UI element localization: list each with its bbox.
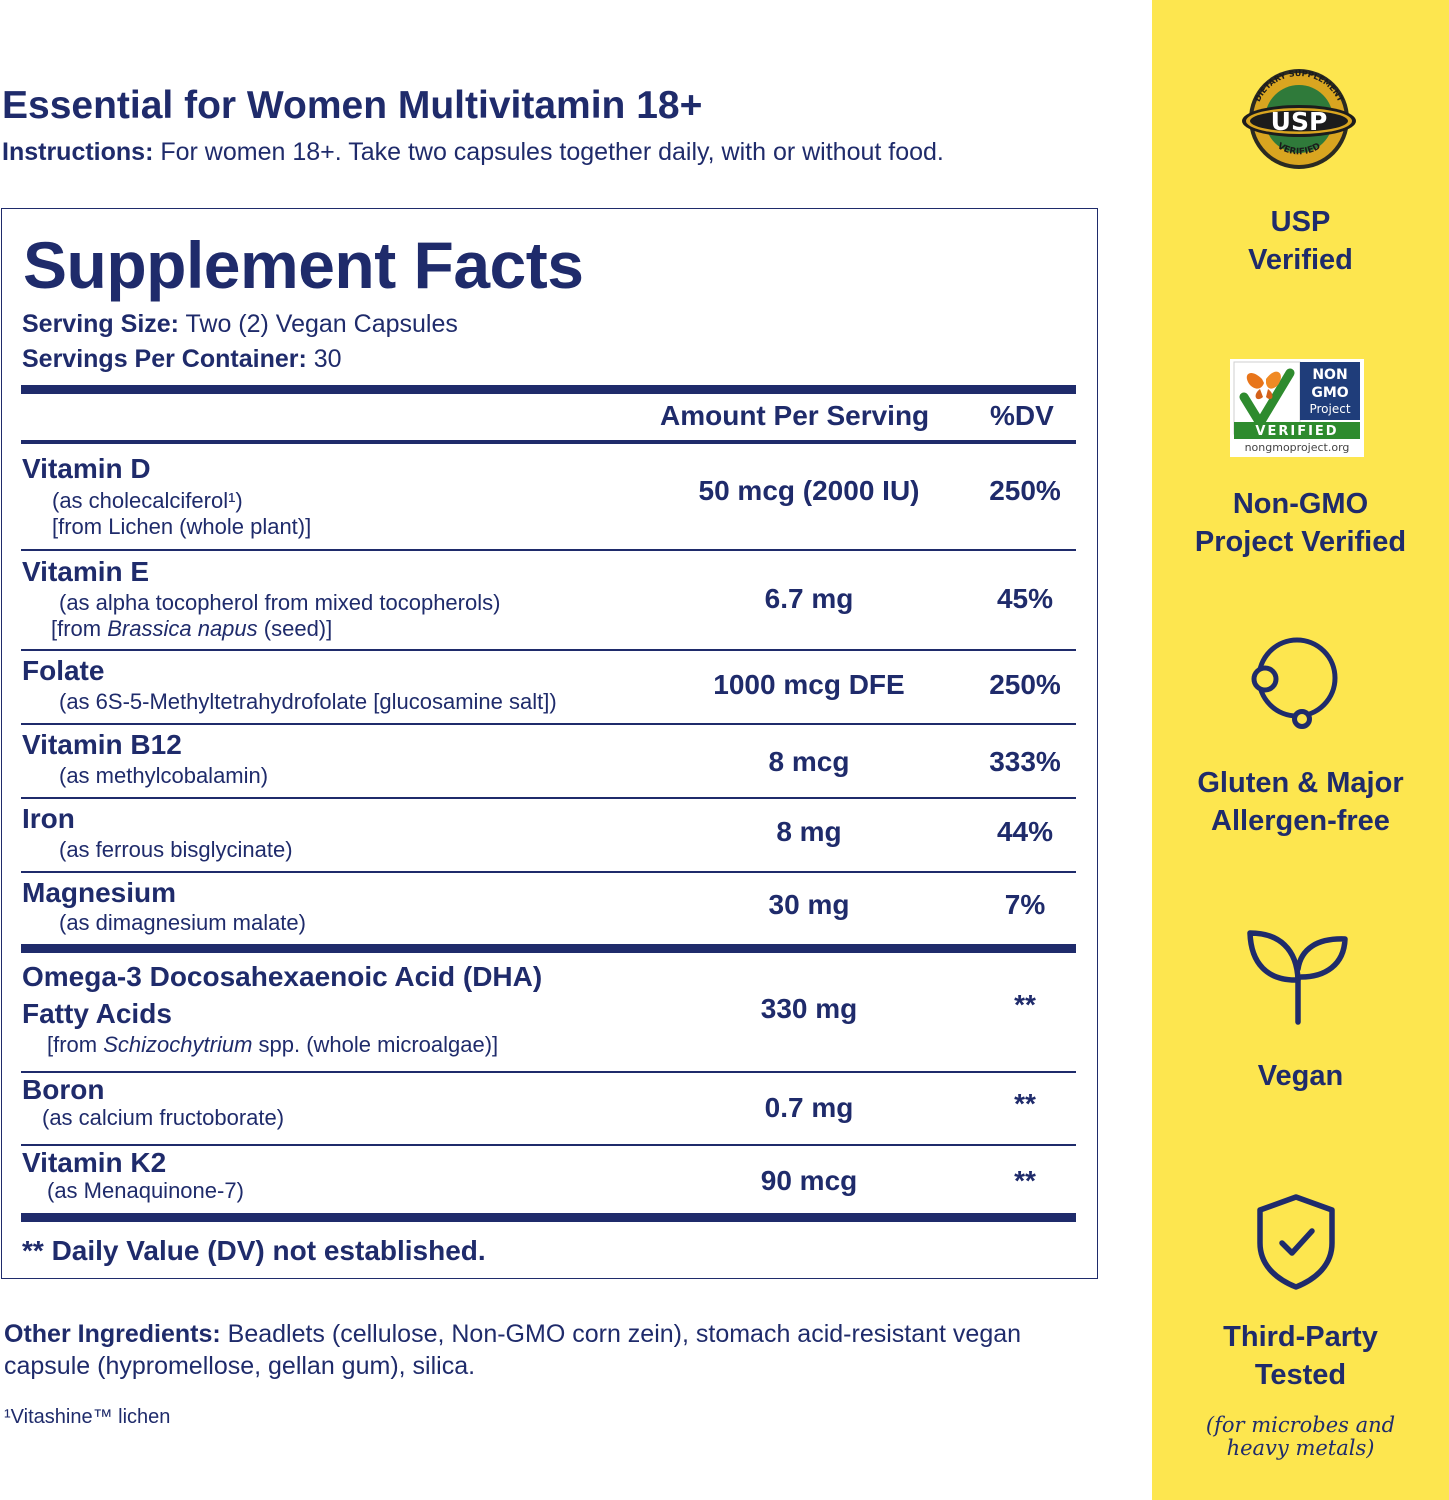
nutrient-source: (as dimagnesium malate)	[59, 910, 306, 935]
nutrient-amount: 1000 mcg DFE	[713, 669, 905, 700]
svg-text:VERIFIED: VERIFIED	[1276, 141, 1323, 157]
table-row: Magnesium (as dimagnesium malate) 30 mg …	[21, 872, 1076, 944]
nutrient-name: Boron	[22, 1074, 105, 1105]
nutrient-name: Magnesium	[22, 877, 177, 908]
nutrient-name: Vitamin D	[22, 453, 151, 484]
left-column: Essential for Women Multivitamin 18+ Ins…	[1, 84, 1114, 1428]
nutrient-dv: 7%	[1004, 889, 1046, 920]
serving-size-label: Serving Size:	[22, 310, 179, 338]
nutrient-amount: 50 mcg (2000 IU)	[698, 475, 920, 506]
non-gmo-project-badge-icon: NON GMO Project VERIFIED nongmoproject.o…	[1230, 359, 1364, 457]
servings-label: Servings Per Container:	[22, 345, 307, 373]
nutrient-name: Vitamin K2	[22, 1147, 167, 1178]
nutrient-amount: 8 mcg	[768, 746, 850, 777]
nutrient-source: (as calcium fructoborate)	[42, 1105, 285, 1130]
allergen-free-molecule-icon	[1251, 637, 1338, 729]
nutrient-source: (as alpha tocopherol from mixed tocopher…	[59, 590, 501, 615]
row-divider	[21, 549, 1076, 551]
instructions: Instructions: For women 18+. Take two ca…	[2, 138, 944, 167]
table-row: Vitamin D (as cholecalciferol¹) [from Li…	[21, 444, 1076, 549]
svg-text:Project: Project	[1309, 402, 1350, 416]
shield-check-icon	[1257, 1194, 1335, 1290]
gluten-allergen-free-label: Gluten & Major Allergen-free	[1197, 767, 1404, 837]
nutrient-dv: 250%	[989, 475, 1061, 506]
third-party-tested-note: (for microbes and heavy metals)	[1205, 1413, 1396, 1460]
non-gmo-label: Non-GMO Project Verified	[1194, 488, 1407, 558]
thick-divider	[21, 1213, 1076, 1222]
nutrient-dv: **	[1014, 989, 1036, 1020]
header-divider	[21, 440, 1076, 444]
nutrient-source: (as ferrous bisglycinate)	[59, 837, 293, 862]
row-divider	[21, 797, 1076, 799]
column-header-amount: Amount Per Serving	[660, 400, 930, 431]
supplement-facts-title: Supplement Facts	[23, 228, 584, 302]
third-party-tested-label: Third-Party Tested	[1223, 1321, 1378, 1391]
table-row: Iron (as ferrous bisglycinate) 8 mg 44%	[21, 798, 1076, 871]
nutrient-amount: 6.7 mg	[764, 583, 854, 614]
thick-divider	[21, 385, 1076, 394]
nutrient-amount: 90 mcg	[760, 1165, 858, 1196]
table-row: Omega-3 Docosahexaenoic Acid (DHA) Fatty…	[21, 953, 1076, 1071]
servings-value: 30	[313, 345, 342, 373]
servings-per-container: Servings Per Container: 30	[22, 345, 342, 374]
nutrient-amount: 330 mg	[760, 993, 858, 1024]
nutrient-name: Folate	[22, 655, 105, 686]
badges-panel: DIETARY SUPPLEMENT VERIFIED USP USP Verif…	[1152, 0, 1449, 1500]
dv-footnote: ** Daily Value (DV) not established.	[22, 1235, 486, 1266]
other-ingredients-text: Beadlets (cellulose, Non-GMO corn zein),…	[4, 1320, 1022, 1380]
vegan-sprout-icon	[1247, 930, 1348, 1025]
svg-text:VERIFIED: VERIFIED	[1255, 424, 1338, 439]
lichen-footnote: ¹Vitashine™ lichen	[4, 1406, 171, 1428]
nutrient-name-line2: Fatty Acids	[22, 998, 172, 1029]
serving-size-value: Two (2) Vegan Capsules	[185, 310, 458, 338]
row-divider	[21, 1071, 1076, 1073]
usp-verified-seal-icon: DIETARY SUPPLEMENT VERIFIED USP	[1242, 69, 1356, 169]
row-divider	[21, 723, 1076, 725]
column-header-dv: %DV	[990, 400, 1054, 431]
row-divider	[21, 871, 1076, 873]
nutrient-source: (as methylcobalamin)	[59, 763, 269, 788]
nutrient-amount: 8 mg	[776, 816, 842, 847]
nutrient-dv: **	[1014, 1165, 1036, 1196]
svg-text:GMO: GMO	[1311, 385, 1348, 401]
nutrient-dv: 250%	[989, 669, 1061, 700]
nutrient-source: [from Lichen (whole plant)]	[52, 514, 312, 539]
nutrient-name: Vitamin E	[22, 556, 150, 587]
nutrient-source: [from Schizochytrium spp. (whole microal…	[47, 1032, 499, 1057]
table-row: Folate (as 6S-5-Methyltetrahydrofolate […	[21, 650, 1076, 723]
product-title: Essential for Women Multivitamin 18+	[2, 84, 703, 127]
thick-divider	[21, 944, 1076, 953]
nutrient-name: Omega-3 Docosahexaenoic Acid (DHA)	[22, 961, 543, 992]
nutrient-amount: 30 mg	[768, 889, 850, 920]
nutrient-name: Vitamin B12	[22, 729, 182, 760]
nutrient-source: (as cholecalciferol¹)	[52, 488, 243, 513]
nutrient-dv: 333%	[989, 746, 1061, 777]
serving-size: Serving Size: Two (2) Vegan Capsules	[22, 310, 458, 339]
nutrient-source: (as Menaquinone-7)	[47, 1178, 244, 1203]
nutrient-dv: **	[1014, 1088, 1036, 1119]
table-row: Vitamin E (as alpha tocopherol from mixe…	[21, 550, 1076, 649]
svg-text:NON: NON	[1312, 367, 1347, 383]
instructions-label: Instructions:	[2, 138, 154, 166]
svg-text:nongmoproject.org: nongmoproject.org	[1245, 441, 1350, 454]
vegan-label: Vegan	[1257, 1060, 1344, 1092]
nutrient-dv: 44%	[996, 816, 1054, 847]
other-ingredients-label: Other Ingredients:	[4, 1320, 221, 1348]
table-row: Vitamin K2 (as Menaquinone-7) 90 mcg **	[21, 1145, 1076, 1213]
other-ingredients: Other Ingredients: Beadlets (cellulose, …	[4, 1318, 1114, 1382]
nutrient-amount: 0.7 mg	[764, 1092, 854, 1123]
svg-text:USP: USP	[1271, 107, 1328, 136]
instructions-text: For women 18+. Take two capsules togethe…	[160, 138, 944, 166]
row-divider	[21, 649, 1076, 651]
nutrient-name: Iron	[22, 803, 75, 834]
supplement-facts-panel: Supplement Facts Serving Size: Two (2) V…	[1, 208, 1098, 1279]
row-divider	[21, 1144, 1076, 1146]
table-row: Boron (as calcium fructoborate) 0.7 mg *…	[21, 1072, 1076, 1144]
usp-verified-label: USP Verified	[1248, 206, 1353, 276]
nutrient-source: (as 6S-5-Methyltetrahydrofolate [glucosa…	[59, 689, 557, 714]
nutrient-dv: 45%	[996, 583, 1054, 614]
nutrient-source: [from Brassica napus (seed)]	[51, 616, 333, 641]
table-row: Vitamin B12 (as methylcobalamin) 8 mcg 3…	[21, 724, 1076, 797]
